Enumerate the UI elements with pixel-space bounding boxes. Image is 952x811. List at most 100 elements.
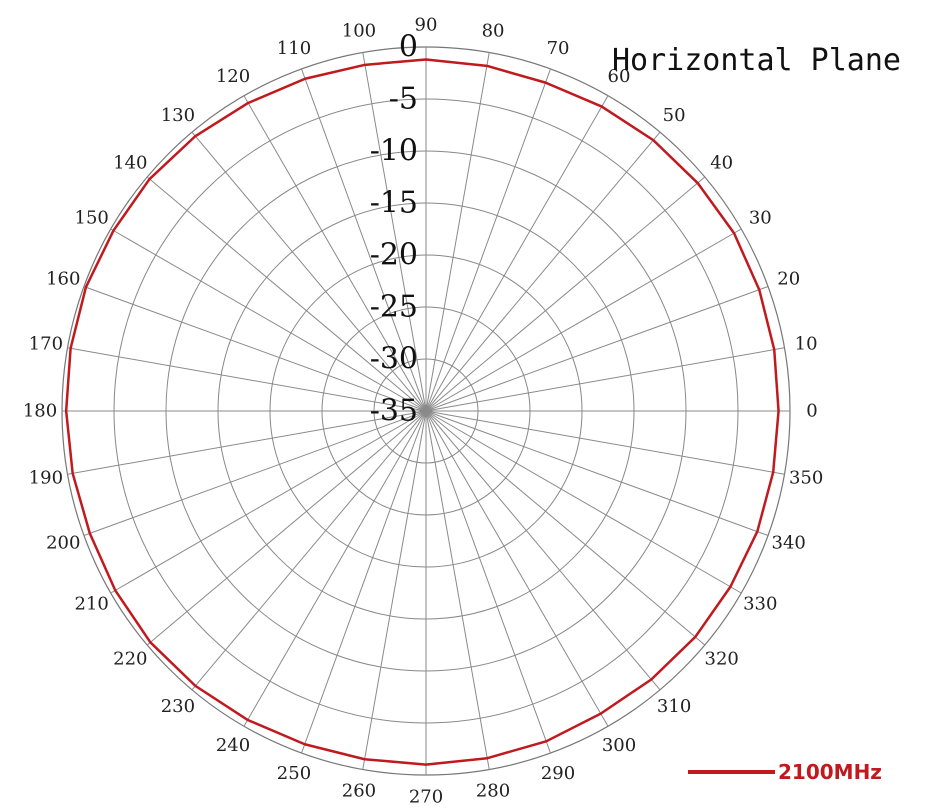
radial-tick-label: -25 (370, 290, 418, 325)
grid-spoke (425, 131, 661, 412)
grid-spoke (83, 410, 427, 536)
radial-tick-label: -5 (389, 82, 418, 117)
angle-tick-label: 120 (216, 66, 250, 87)
radial-tick-label: -30 (370, 342, 418, 377)
series-point (114, 589, 117, 592)
angle-tick-label: 210 (75, 594, 109, 615)
grid-spoke (425, 95, 609, 412)
radial-tick-label: -15 (370, 186, 418, 221)
grid-spoke (425, 410, 661, 691)
series-point (194, 135, 197, 138)
angle-tick-label: 330 (743, 594, 777, 615)
grid-spoke (243, 95, 427, 412)
series-point (650, 678, 653, 681)
series-point (544, 81, 547, 84)
grid-spoke (146, 410, 427, 646)
grid-spoke (425, 52, 490, 412)
angle-tick-label: 250 (277, 763, 311, 784)
series-point (652, 139, 655, 142)
series-point (545, 740, 548, 743)
series-point (112, 229, 115, 232)
angle-tick-label: 300 (602, 735, 636, 756)
grid-spoke (425, 68, 551, 412)
series-point (71, 472, 74, 475)
angle-tick-label: 230 (161, 696, 195, 717)
series-point (696, 182, 699, 184)
grid-spoke (425, 410, 609, 727)
angle-tick-label: 190 (29, 468, 63, 489)
grid-spoke (67, 347, 427, 412)
series-point (65, 410, 68, 412)
grid-spoke (110, 410, 427, 594)
series-point (149, 641, 152, 644)
series-point (148, 178, 151, 180)
angle-tick-label: 200 (46, 533, 80, 554)
series-point (777, 410, 780, 412)
series-point (363, 758, 366, 761)
series-point (694, 636, 697, 638)
grid-spoke (425, 410, 785, 475)
angle-tick-label: 160 (46, 268, 80, 289)
angle-tick-label: 70 (547, 38, 570, 59)
radial-tick-label: -35 (370, 394, 418, 429)
chart-title: Horizontal Plane (612, 43, 901, 78)
series-point (69, 347, 72, 350)
grid-spoke (362, 52, 427, 412)
series-point (364, 63, 366, 66)
angle-tick-label: 310 (657, 696, 691, 717)
series-point (425, 58, 427, 61)
grid-spoke (83, 286, 427, 412)
series-point (773, 348, 776, 351)
grid-spoke (425, 228, 742, 412)
series-layer (64, 58, 780, 766)
angle-tick-label: 130 (161, 105, 195, 126)
grid-spoke (301, 68, 427, 412)
series-point (599, 712, 602, 715)
angle-tick-label: 140 (113, 152, 147, 173)
angle-tick-label: 170 (29, 333, 63, 354)
angle-tick-label: 30 (749, 208, 772, 229)
grid-spoke (243, 410, 427, 727)
angle-tick-label: 180 (23, 401, 57, 422)
angle-tick-label: 80 (482, 20, 505, 41)
angle-tick-label: 340 (772, 533, 806, 554)
grid-spoke (362, 410, 427, 770)
radial-tick-label: -20 (370, 238, 418, 273)
grid-spoke (110, 228, 427, 412)
series-point (600, 105, 603, 108)
polar-grid (61, 46, 791, 776)
angle-tick-label: 50 (663, 105, 686, 126)
grid-spoke (425, 410, 490, 770)
legend-label-2100mhz: 2100MHz (778, 760, 882, 784)
angle-tick-label: 320 (705, 649, 739, 670)
series-point (247, 102, 250, 104)
angle-tick-label: 290 (541, 763, 575, 784)
angle-tick-label: 10 (795, 333, 818, 354)
grid-spoke (425, 286, 769, 412)
series-point (772, 471, 775, 474)
angle-tick-label: 240 (216, 735, 250, 756)
series-point (303, 743, 306, 746)
grid-spoke (425, 410, 742, 594)
angle-tick-label: 60 (608, 66, 631, 87)
angle-tick-label: 350 (789, 468, 823, 489)
grid-spoke (191, 410, 427, 691)
grid-spoke (301, 410, 427, 754)
legend: 2100MHz (688, 760, 882, 784)
angle-tick-label: 20 (777, 268, 800, 289)
grid-spoke (425, 176, 706, 412)
series-point (88, 532, 91, 535)
angle-tick-label: 90 (415, 15, 438, 36)
grid-spoke (425, 410, 551, 754)
angle-tick-label: 40 (710, 152, 733, 173)
series-point (85, 286, 87, 289)
angle-tick-label: 260 (342, 781, 376, 802)
series-point (729, 585, 732, 588)
series-point (733, 232, 735, 235)
angle-tick-label: 220 (113, 649, 147, 670)
radial-tick-label: -10 (370, 134, 418, 169)
angle-tick-label: 270 (409, 787, 443, 808)
label-layer: 0 10 20 30 40 50 60 70 80 90 100 110 120 130 140 150 160… (23, 15, 823, 808)
angle-tick-label: 280 (476, 781, 510, 802)
